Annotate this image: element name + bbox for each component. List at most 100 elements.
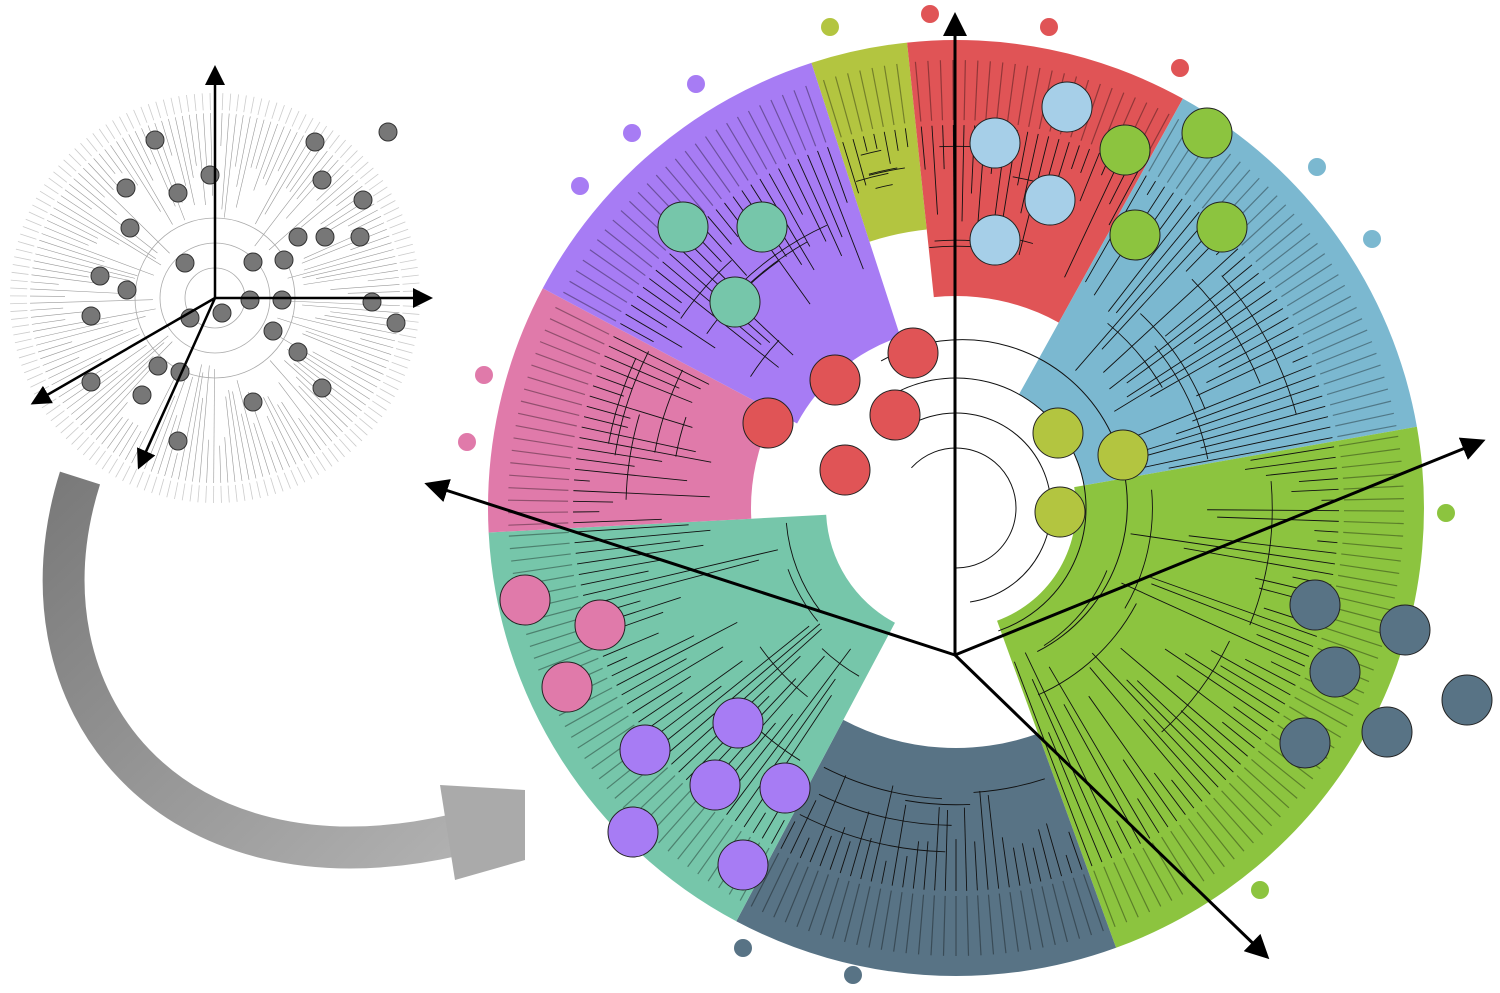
node-dot (243, 252, 263, 272)
branch (842, 141, 859, 194)
branch (330, 284, 400, 290)
branch (266, 415, 290, 468)
leaf-label (140, 106, 148, 123)
leaf-label (340, 144, 352, 159)
branch (264, 138, 310, 215)
leaf-label (847, 73, 863, 132)
leaf-label (393, 355, 411, 362)
branch (188, 114, 197, 166)
branch (62, 344, 147, 404)
branch (1188, 535, 1337, 554)
branch (934, 807, 940, 891)
branch (979, 790, 989, 890)
leaf-label (896, 63, 906, 124)
branch (33, 260, 131, 281)
leaf-label (46, 404, 61, 415)
node-circle (1441, 674, 1493, 726)
leaf-label (22, 226, 39, 233)
leaf-label (1321, 637, 1379, 659)
branch (37, 246, 138, 276)
branch (278, 382, 327, 446)
branch (1176, 675, 1262, 740)
branch (790, 800, 817, 854)
branch (31, 319, 66, 325)
branch (281, 401, 315, 455)
node-circle (1437, 504, 1455, 522)
leaf-label (1340, 448, 1401, 458)
node-circle (717, 839, 769, 891)
branch (131, 363, 183, 464)
branch (904, 128, 909, 148)
leaf-label (12, 264, 30, 268)
leaf-label (612, 219, 660, 260)
node-circle (1279, 717, 1331, 769)
branch (330, 349, 384, 375)
leaf-label (278, 104, 285, 122)
branch (71, 335, 169, 415)
leaf-label (388, 368, 405, 376)
leaf-label (1028, 67, 1041, 127)
branch (302, 256, 396, 279)
branch (1013, 847, 1021, 886)
branch (118, 424, 139, 457)
branch (303, 222, 385, 259)
node-dot (305, 132, 325, 152)
leaf-label (32, 204, 48, 214)
node-dot (145, 130, 165, 150)
branch (574, 468, 688, 482)
leaf-label (1179, 824, 1215, 875)
leaf-label (526, 616, 584, 636)
leaf-label (283, 472, 291, 489)
node-circle (571, 177, 589, 195)
leaf-label (1343, 498, 1404, 501)
leaf-label (197, 485, 200, 503)
node-circle (458, 433, 476, 451)
leaf-label (1337, 425, 1397, 438)
branch (253, 422, 270, 475)
axis-arrow (954, 437, 1486, 657)
leaf-label (1319, 352, 1377, 375)
branch (1047, 138, 1060, 180)
leaf-label (170, 97, 176, 115)
leaf-label (511, 449, 572, 459)
node-circle (1363, 230, 1381, 248)
branch (1175, 385, 1320, 435)
leaf-label (963, 60, 966, 121)
branch (298, 352, 370, 400)
leaf-label (966, 895, 970, 956)
leaf-label (186, 94, 190, 112)
leaf-label (1142, 847, 1173, 901)
node-dot (353, 190, 373, 210)
leaf-label (14, 338, 32, 344)
branch (1021, 843, 1031, 884)
branch (1192, 375, 1316, 422)
branch-arc (759, 646, 808, 698)
node-circle (1041, 81, 1093, 133)
branch (576, 458, 635, 467)
node-circle (844, 966, 862, 984)
branch (873, 133, 878, 149)
leaf-label (368, 180, 384, 191)
branch-arc (860, 149, 882, 156)
leaf-label (1083, 874, 1104, 932)
branch (157, 415, 178, 475)
leaf-label (1241, 204, 1287, 246)
branch-arc (868, 167, 905, 176)
leaf-label (1341, 460, 1402, 469)
leaf-label (564, 696, 618, 728)
branch (90, 362, 157, 436)
branch-arc (1161, 640, 1230, 733)
branch (1048, 666, 1151, 839)
leaf-label (39, 190, 55, 201)
branch (277, 317, 392, 355)
leaf-label (263, 479, 269, 497)
leaf-label (398, 251, 415, 257)
branch (1091, 652, 1219, 788)
leaf-label (856, 886, 871, 945)
leaf-label (509, 474, 570, 481)
leaf-label (736, 116, 768, 170)
leaf-label (55, 416, 70, 428)
branch (269, 360, 338, 437)
leaf-label (13, 331, 31, 336)
